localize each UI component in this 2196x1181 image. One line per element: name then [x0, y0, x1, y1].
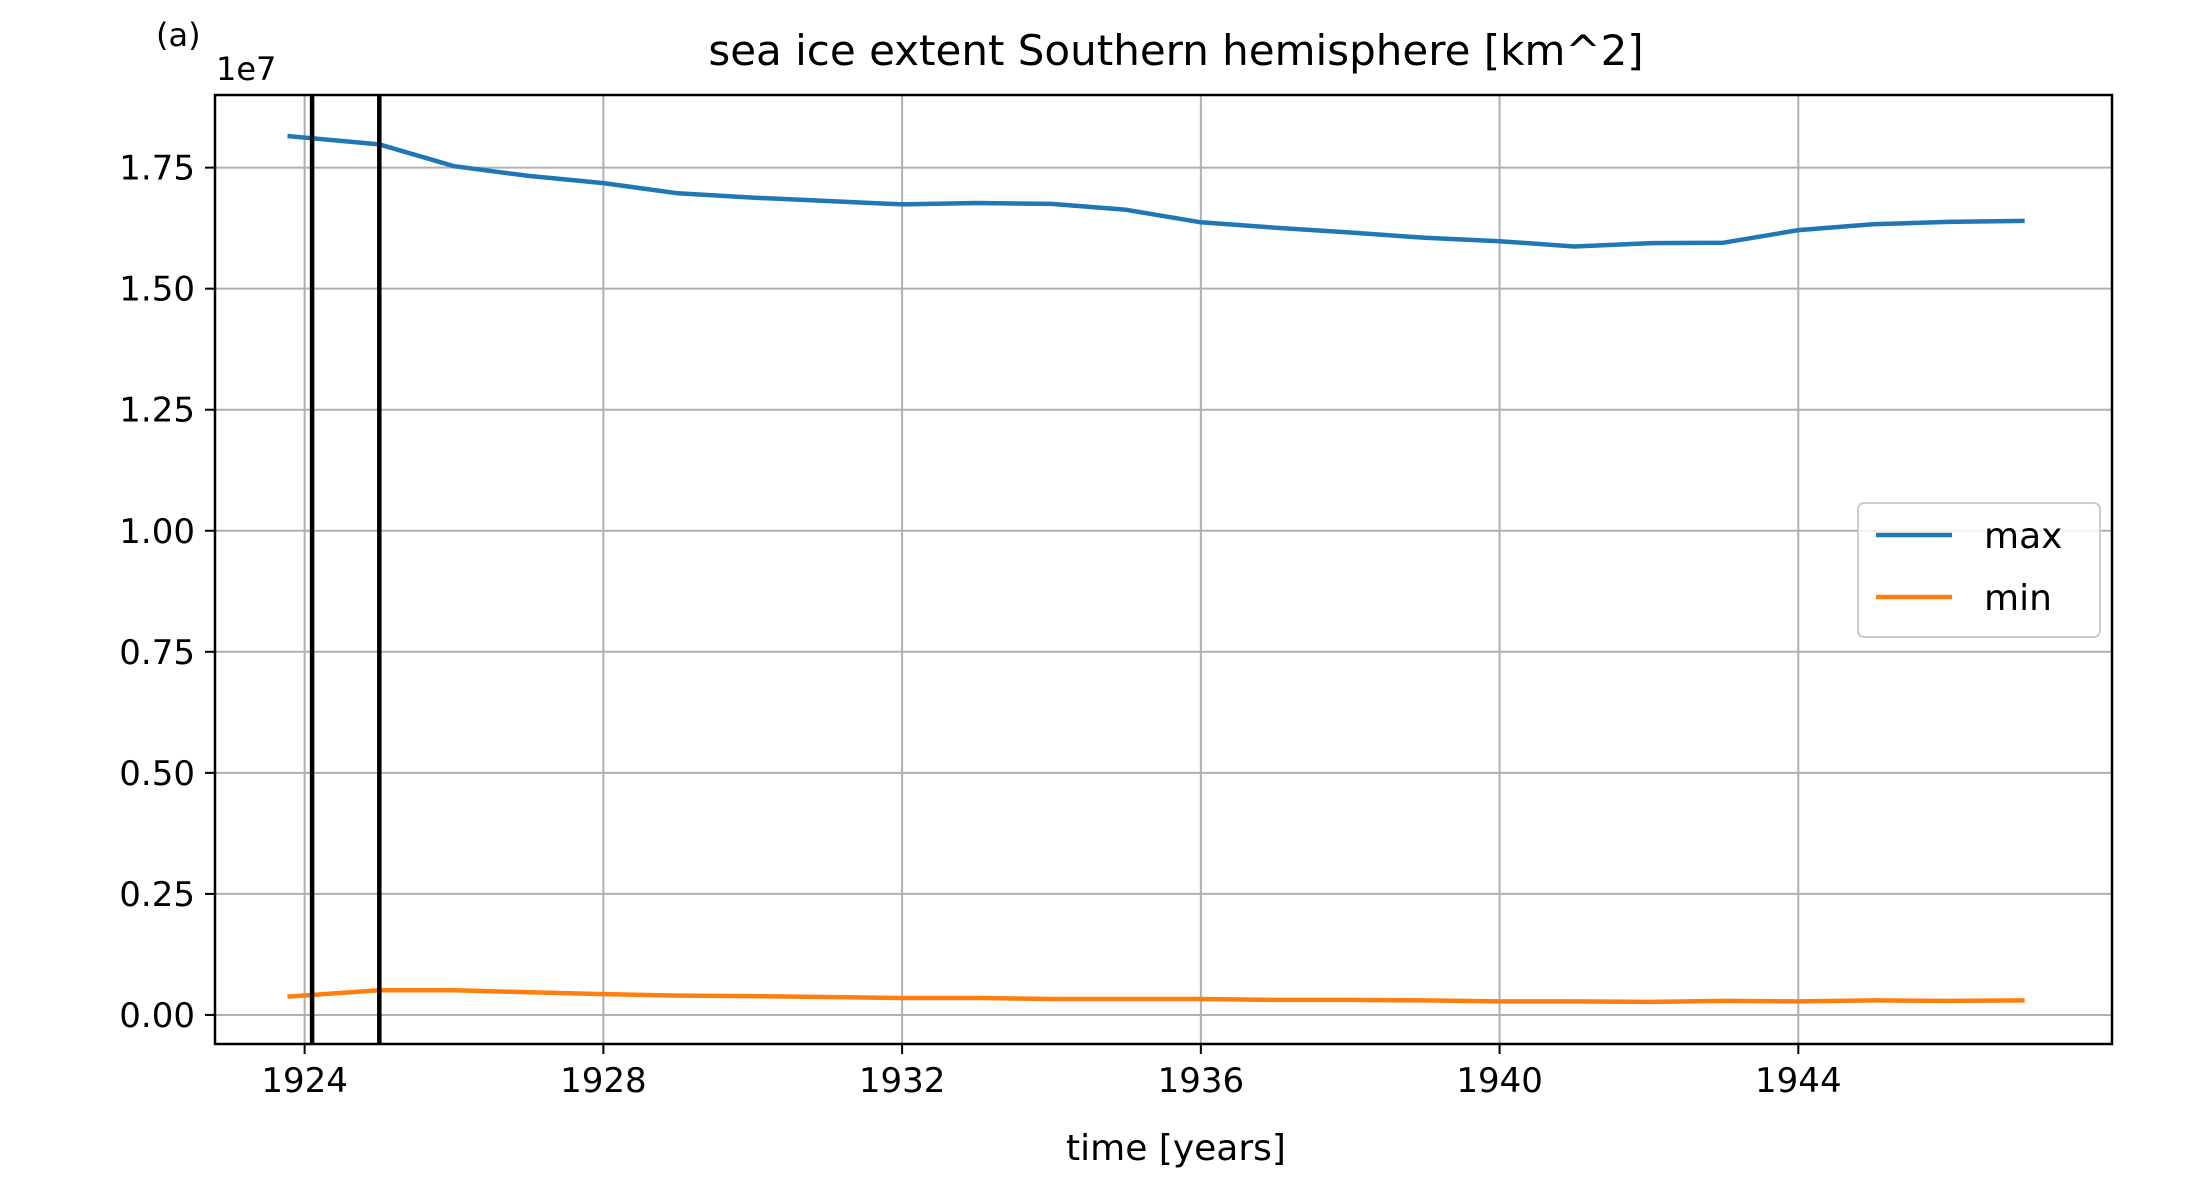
y-tick-label: 0.75 [119, 633, 195, 673]
x-tick-label: 1936 [1158, 1061, 1245, 1101]
legend-box [1857, 502, 2101, 638]
y-offset-label: 1e7 [216, 50, 276, 88]
plot-frame [213, 93, 2114, 1046]
y-tick-label: 1.00 [119, 512, 195, 552]
x-tick-label: 1928 [560, 1061, 647, 1101]
chart-title: sea ice extent Southern hemisphere [km^2… [708, 26, 1643, 75]
x-tick-label: 1924 [261, 1061, 348, 1101]
x-tick-label: 1940 [1456, 1061, 1543, 1101]
x-tick-label: 1932 [859, 1061, 946, 1101]
y-tick-label: 1.75 [119, 149, 195, 189]
grid-lines [215, 95, 2112, 1044]
series-line-max [287, 133, 2025, 249]
legend-label-min: min [1984, 578, 2052, 619]
y-tick-label: 0.50 [119, 754, 195, 794]
legend-label-max: max [1984, 516, 2062, 557]
x-tick-label: 1944 [1755, 1061, 1842, 1101]
panel-label: (a) [156, 16, 201, 54]
x-axis-label: time [years] [1066, 1128, 1286, 1169]
series-lines [287, 133, 2025, 1005]
y-tick-label: 0.25 [119, 875, 195, 915]
y-axis-ticks: 0.00 0.25 0.50 0.75 1.00 1.25 1.50 1.75 [119, 149, 215, 1036]
series-line-min [287, 988, 2025, 1005]
y-tick-label: 1.25 [119, 391, 195, 431]
y-tick-label: 1.50 [119, 270, 195, 310]
y-tick-label: 0.00 [119, 996, 195, 1036]
x-axis-ticks: 1924 1928 1932 1936 1940 1944 [261, 1044, 1842, 1101]
legend: max min [1857, 502, 2101, 638]
vertical-markers [309, 95, 382, 1044]
